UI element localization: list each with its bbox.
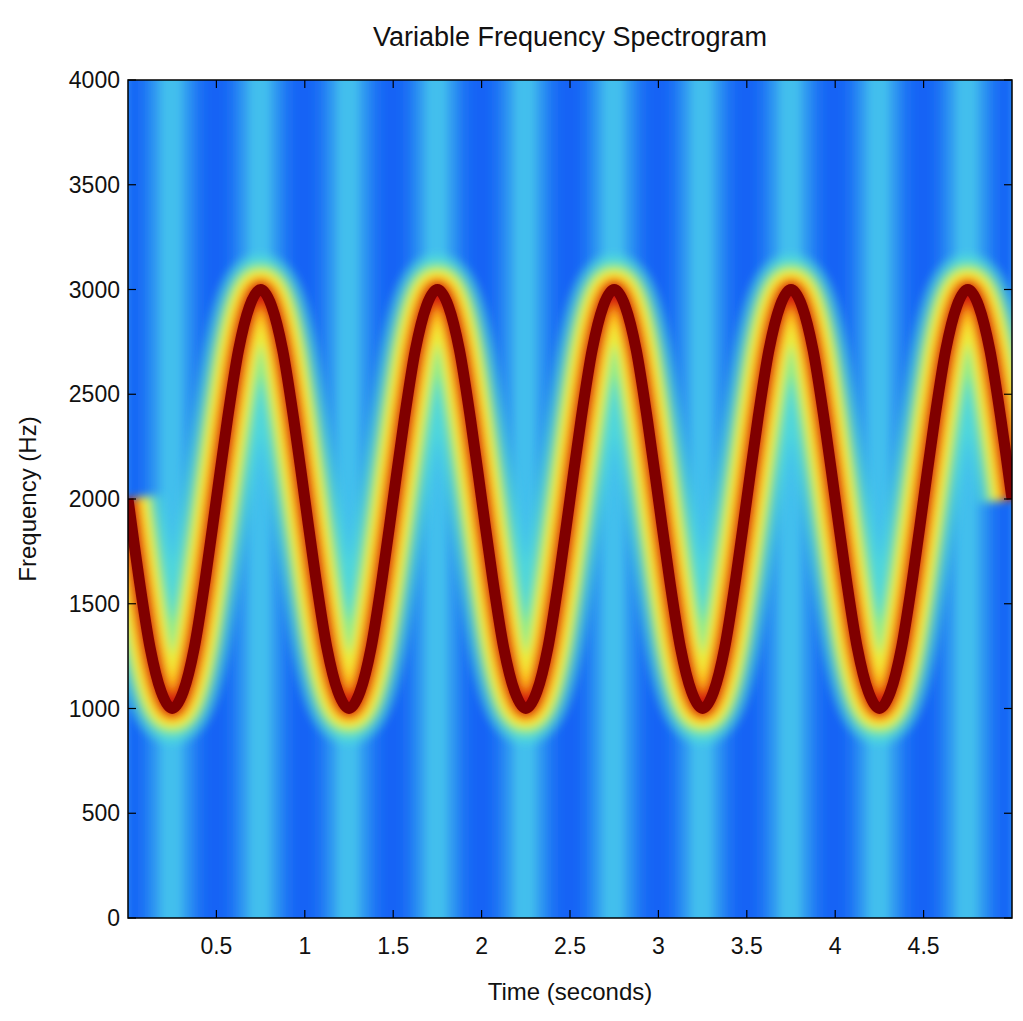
y-tick-label: 500 [82, 800, 120, 826]
y-tick-label: 0 [107, 905, 120, 931]
y-tick [128, 184, 136, 185]
x-tick-top [835, 80, 836, 88]
x-tick-label: 4.5 [908, 933, 940, 959]
y-tick-right [1004, 79, 1012, 80]
x-tick [923, 910, 924, 918]
line-glow-layer [128, 290, 1012, 709]
axes: 0.5 1 1.5 2 2.5 3 3.5 4 4.5 0 500 1000 1500 2000 2500 3… [69, 67, 1012, 959]
y-tick [128, 708, 136, 709]
x-tick-top [569, 80, 570, 88]
y-tick [128, 394, 136, 395]
line-glow-layer [128, 290, 1012, 709]
x-axis-title: Time (seconds) [488, 978, 652, 1005]
line-glow [128, 290, 1012, 709]
x-tick-top [393, 80, 394, 88]
x-tick [393, 910, 394, 918]
line-glow-layer [128, 290, 1012, 709]
line-glow-layer [128, 290, 1012, 709]
y-tick-label: 1500 [69, 591, 120, 617]
x-tick-label: 1 [298, 933, 311, 959]
x-tick-top [746, 80, 747, 88]
y-tick-label: 1000 [69, 696, 120, 722]
plot-frame [128, 80, 1012, 918]
x-tick-top [658, 80, 659, 88]
x-tick [658, 910, 659, 918]
y-tick-right [1004, 289, 1012, 290]
x-tick [216, 910, 217, 918]
y-axis-title: Frequency (Hz) [14, 416, 41, 581]
line-glow-layer [128, 290, 1012, 709]
y-tick-label: 4000 [69, 67, 120, 93]
y-tick-label: 2000 [69, 486, 120, 512]
line-glow-layer [128, 290, 1012, 709]
x-tick [835, 910, 836, 918]
x-tick [746, 910, 747, 918]
chart-title: Variable Frequency Spectrogram [373, 22, 767, 52]
y-tick [128, 79, 136, 80]
y-tick-right [1004, 813, 1012, 814]
y-tick-right [1004, 394, 1012, 395]
y-tick-label: 2500 [69, 381, 120, 407]
x-tick-label: 0.5 [200, 933, 232, 959]
x-tick [481, 910, 482, 918]
y-tick-label: 3000 [69, 277, 120, 303]
y-tick [128, 813, 136, 814]
x-tick [304, 910, 305, 918]
y-tick [128, 917, 136, 918]
y-tick-label: 3500 [69, 172, 120, 198]
x-tick-top [304, 80, 305, 88]
y-tick-right [1004, 708, 1012, 709]
y-tick [128, 289, 136, 290]
y-tick [128, 498, 136, 499]
x-tick-label: 2.5 [554, 933, 586, 959]
x-tick-label: 3.5 [731, 933, 763, 959]
spectrogram-background [128, 80, 1012, 918]
x-tick-top [216, 80, 217, 88]
y-tick-right [1004, 603, 1012, 604]
frequency-line [128, 290, 1012, 709]
x-tick-label: 3 [652, 933, 665, 959]
x-tick [569, 910, 570, 918]
x-tick-label: 2 [475, 933, 488, 959]
x-tick-label: 4 [829, 933, 842, 959]
x-tick-top [481, 80, 482, 88]
chart: 0.5 1 1.5 2 2.5 3 3.5 4 4.5 0 500 1000 1500 2000 2500 3… [0, 0, 1023, 1021]
y-tick-right [1004, 917, 1012, 918]
y-tick-right [1004, 184, 1012, 185]
x-tick-top [923, 80, 924, 88]
x-tick-label: 1.5 [377, 933, 409, 959]
y-tick [128, 603, 136, 604]
background-fill [128, 80, 1012, 918]
plot-area [128, 80, 1012, 918]
y-tick-right [1004, 498, 1012, 499]
